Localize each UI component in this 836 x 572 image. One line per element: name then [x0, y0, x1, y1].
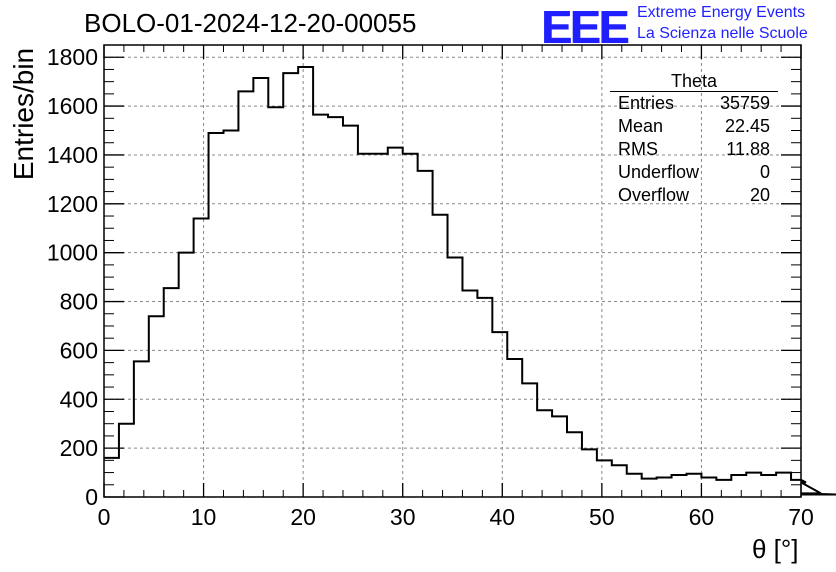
- stats-title: Theta: [610, 70, 778, 92]
- x-tick-label: 10: [191, 504, 217, 530]
- axis-ticks: [103, 44, 802, 498]
- stats-box: Theta Entries 35759 Mean 22.45 RMS 11.88…: [610, 70, 778, 207]
- x-tick-label: 20: [290, 504, 316, 530]
- y-axis-label: Entries/bin: [8, 47, 39, 181]
- y-tick-label: 200: [60, 435, 98, 461]
- stats-label: Underflow: [618, 162, 700, 182]
- chart-title: BOLO-01-2024-12-20-00055: [84, 8, 417, 38]
- stats-value: 0: [759, 162, 770, 182]
- y-tick-label: 1000: [47, 240, 98, 266]
- y-tick-label: 1800: [47, 44, 98, 70]
- plot-frame: [103, 44, 802, 498]
- stats-label: Overflow: [618, 185, 690, 205]
- tick-labels: 0 10 20 30 40 50 60 700200400600800100012001400…: [47, 44, 814, 530]
- stats-value: 22.45: [724, 116, 770, 136]
- stats-value: 11.88: [726, 139, 770, 159]
- x-tick-label: 40: [489, 504, 515, 530]
- x-tick-label: 50: [589, 504, 615, 530]
- x-tick-label: 0: [98, 504, 111, 530]
- y-tick-label: 0: [85, 484, 98, 510]
- y-tick-label: 1400: [47, 142, 98, 168]
- y-tick-label: 600: [60, 337, 98, 363]
- stats-row: Entries 35759: [610, 92, 778, 115]
- x-tick-label: 70: [788, 504, 814, 530]
- x-axis-label: θ [°]: [752, 534, 799, 564]
- y-tick-label: 1200: [47, 191, 98, 217]
- stats-label: RMS: [618, 139, 658, 159]
- grid: [103, 45, 802, 497]
- stats-row: Mean 22.45: [610, 115, 778, 138]
- stats-row: RMS 11.88: [610, 138, 778, 161]
- logo-line-2: La Scienza nelle Scuole: [637, 25, 808, 42]
- stats-label: Entries: [618, 93, 675, 113]
- y-tick-label: 1600: [47, 93, 98, 119]
- stats-row: Underflow 0: [610, 161, 778, 184]
- y-tick-label: 800: [60, 289, 98, 315]
- x-tick-label: 30: [390, 504, 416, 530]
- x-tick-label: 60: [689, 504, 715, 530]
- stats-value: 35759: [719, 93, 770, 113]
- eee-logo: EEE: [541, 1, 629, 53]
- stats-label: Mean: [618, 116, 664, 136]
- y-tick-label: 400: [60, 386, 98, 412]
- logo-line-1: Extreme Energy Events: [637, 4, 806, 21]
- stats-value: 20: [749, 185, 770, 205]
- stats-row: Overflow 20: [610, 184, 778, 207]
- histogram-line: [104, 65, 836, 496]
